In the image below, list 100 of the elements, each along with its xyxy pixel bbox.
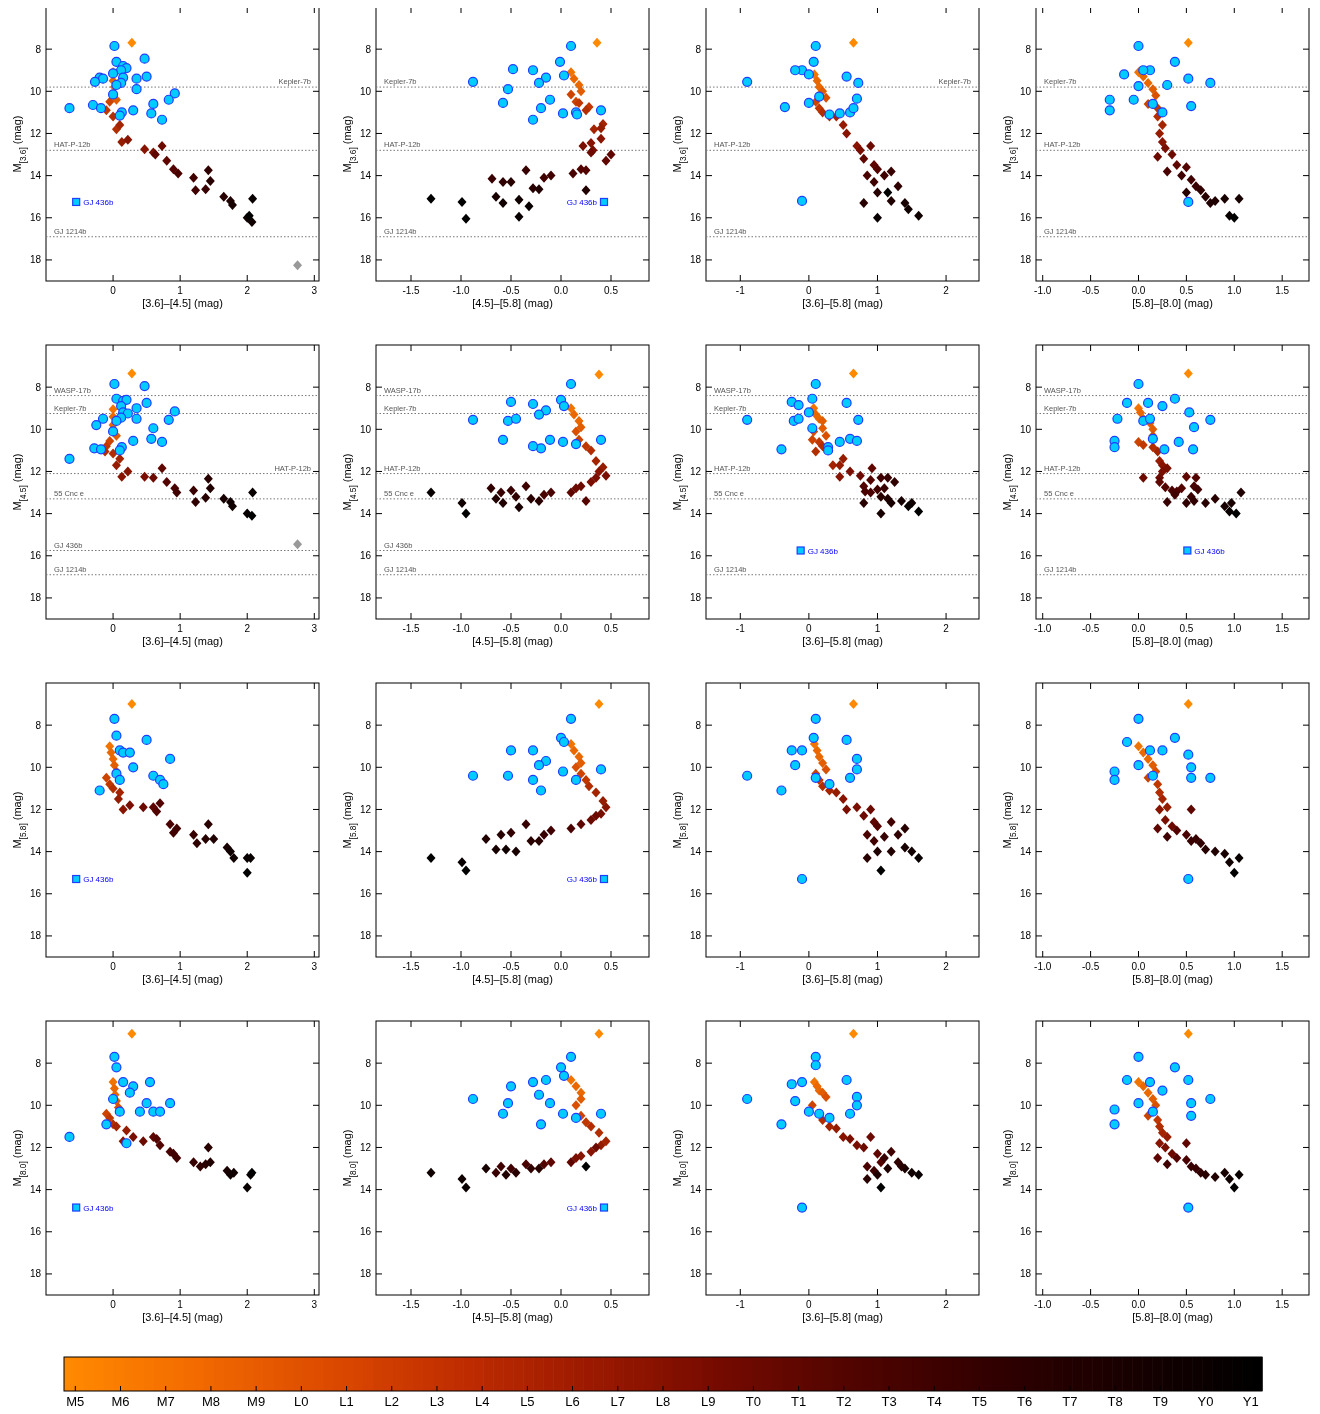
y-tick-label: 14 [359, 170, 372, 182]
x-tick-label: -1.5 [402, 961, 421, 972]
y-tick-label: 18 [29, 254, 42, 266]
y-tick-label: 18 [29, 1268, 42, 1280]
color-bar-label: M8 [201, 1394, 220, 1409]
x-tick-label: -0.5 [1081, 623, 1100, 634]
color-bar-label: T6 [1017, 1394, 1033, 1409]
color-bar-label: L0 [294, 1394, 309, 1409]
x-tick-label: -1.0 [1034, 285, 1052, 296]
y-tick-label: 12 [1019, 1141, 1032, 1153]
y-tick-label: 14 [29, 170, 42, 182]
x-tick-label: 0 [110, 961, 117, 972]
x-tick-label: 0.5 [1179, 285, 1194, 296]
y-tick-label: 10 [1019, 1099, 1032, 1111]
y-tick-label: 8 [35, 43, 42, 55]
y-tick-label: 8 [1025, 381, 1032, 393]
x-tick-label: 3 [311, 1299, 318, 1310]
x-tick-label: 0.0 [554, 1299, 569, 1310]
series-label: GJ 436b [566, 1203, 598, 1213]
x-axis-title: [5.8]–[8.0] (mag) [1132, 1311, 1213, 1323]
x-tick-label: 1.0 [1227, 623, 1242, 634]
x-tick-label: 1 [177, 623, 184, 634]
y-tick-label: 16 [1019, 1226, 1032, 1238]
color-bar-label: T0 [745, 1394, 761, 1409]
x-tick-label: 0.0 [1131, 1299, 1146, 1310]
y-tick-label: 8 [695, 381, 702, 393]
y-tick-label: 16 [29, 550, 42, 562]
y-tick-label: 10 [359, 423, 372, 435]
color-bar-label: L4 [474, 1394, 490, 1409]
y-tick-label: 14 [359, 508, 372, 520]
y-tick-label: 12 [29, 803, 42, 815]
y-tick-label: 18 [29, 592, 42, 604]
y-tick-label: 14 [359, 1184, 372, 1196]
y-tick-label: 10 [689, 1099, 702, 1111]
x-tick-label: 0.0 [554, 285, 569, 296]
x-tick-label: 0.5 [1179, 1299, 1194, 1310]
y-tick-label: 16 [689, 550, 702, 562]
x-tick-label: -1.0 [452, 1299, 471, 1310]
y-tick-label: 16 [1019, 212, 1032, 224]
y-tick-label: 8 [365, 381, 372, 393]
y-tick-label: 14 [689, 508, 702, 520]
color-bar-label: M9 [247, 1394, 266, 1409]
y-tick-label: 16 [1019, 550, 1032, 562]
x-tick-label: 2 [943, 285, 950, 296]
y-tick-label: 8 [365, 719, 372, 731]
x-tick-label: -0.5 [1081, 1299, 1100, 1310]
y-tick-label: 14 [689, 170, 702, 182]
y-tick-label: 10 [29, 761, 42, 773]
x-axis-title: [4.5]–[5.8] (mag) [472, 973, 553, 985]
x-tick-label: -0.5 [502, 1299, 521, 1310]
y-tick-label: 14 [359, 846, 372, 858]
y-tick-label: 8 [695, 1057, 702, 1069]
x-tick-label: 0.5 [604, 623, 619, 634]
series-label: GJ 436b [566, 875, 598, 885]
x-tick-label: 3 [311, 961, 318, 972]
y-tick-label: 16 [1019, 888, 1032, 900]
y-tick-label: 18 [1019, 254, 1032, 266]
x-tick-label: 1.5 [1275, 1299, 1290, 1310]
x-tick-label: 1 [874, 623, 881, 634]
y-tick-label: 12 [1019, 465, 1032, 477]
y-tick-label: 8 [1025, 43, 1032, 55]
y-tick-label: 12 [29, 127, 42, 139]
color-bar-label: Y1 [1242, 1394, 1259, 1409]
y-tick-label: 12 [29, 465, 42, 477]
x-tick-label: 2 [943, 1299, 950, 1310]
x-tick-label: 0.5 [604, 1299, 619, 1310]
color-bar-label: M7 [156, 1394, 175, 1409]
y-tick-label: 16 [359, 212, 372, 224]
color-bar-label: L6 [565, 1394, 580, 1409]
color-bar-label: T4 [926, 1394, 942, 1409]
y-tick-label: 8 [1025, 1057, 1032, 1069]
y-tick-label: 12 [689, 465, 702, 477]
x-axis-title: [4.5]–[5.8] (mag) [472, 1311, 553, 1323]
y-tick-label: 14 [29, 508, 42, 520]
y-tick-label: 14 [29, 1184, 42, 1196]
x-tick-label: 0.0 [554, 961, 569, 972]
x-tick-label: 1 [177, 961, 184, 972]
x-tick-label: 1.0 [1227, 961, 1242, 972]
x-tick-label: 2 [943, 623, 950, 634]
x-tick-label: 0.5 [1179, 961, 1194, 972]
color-bar-label: T9 [1152, 1394, 1168, 1409]
y-tick-label: 12 [29, 1141, 42, 1153]
x-tick-label: 0.0 [1131, 285, 1146, 296]
y-tick-label: 8 [695, 43, 702, 55]
y-tick-label: 14 [1019, 1184, 1032, 1196]
y-tick-label: 12 [359, 803, 372, 815]
x-tick-label: 0 [806, 285, 813, 296]
x-tick-label: 0 [806, 623, 813, 634]
x-axis-title: [3.6]–[4.5] (mag) [142, 1311, 223, 1323]
x-tick-label: 2 [244, 961, 251, 972]
x-tick-label: -0.5 [1081, 285, 1100, 296]
y-tick-label: 12 [689, 803, 702, 815]
y-tick-label: 14 [689, 1184, 702, 1196]
y-tick-label: 10 [29, 1099, 42, 1111]
x-tick-label: 1.0 [1227, 1299, 1242, 1310]
y-tick-label: 16 [29, 888, 42, 900]
series-label: GJ 436b [83, 197, 114, 207]
x-axis-title: [3.6]–[5.8] (mag) [802, 973, 883, 985]
y-tick-label: 10 [689, 423, 702, 435]
y-tick-label: 18 [359, 930, 372, 942]
